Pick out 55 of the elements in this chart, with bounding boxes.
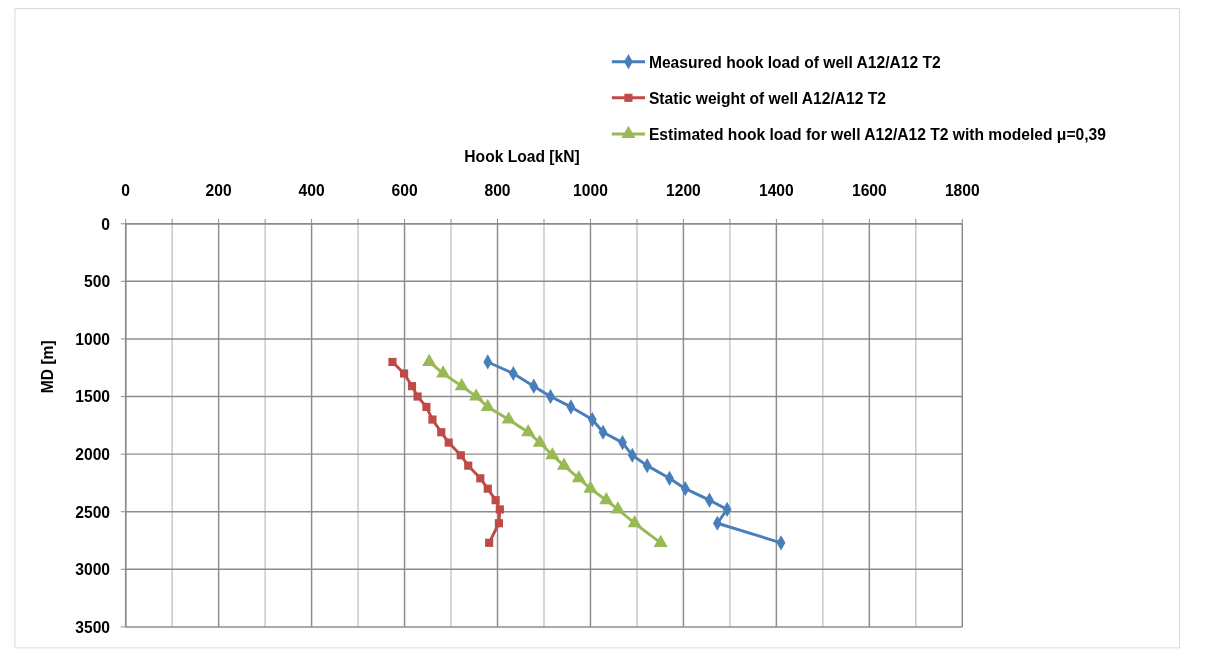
legend-label: Static weight of well A12/A12 T2: [648, 89, 887, 107]
point: [454, 378, 469, 391]
y-tick-label: 2500: [75, 503, 111, 521]
y-tick-label: 3000: [75, 561, 111, 579]
point: [571, 470, 586, 483]
x-tick-label: 0: [121, 182, 131, 200]
point: [653, 534, 668, 547]
x-tick-label: 200: [205, 182, 232, 200]
y-tick-label: 2000: [75, 445, 111, 463]
x-tick-label: 1000: [573, 182, 609, 200]
point: [428, 415, 437, 424]
x-tick-label: 1200: [666, 182, 702, 200]
x-tick-label: 400: [298, 182, 325, 200]
point: [494, 519, 503, 528]
point: [422, 353, 437, 367]
point: [532, 434, 547, 447]
point: [483, 484, 492, 493]
point: [444, 438, 453, 447]
point: [413, 392, 422, 401]
point: [407, 382, 417, 391]
point: [501, 411, 516, 424]
point: [495, 505, 504, 514]
point: [456, 451, 465, 460]
point: [485, 538, 494, 547]
point: [545, 447, 560, 460]
point: [437, 428, 446, 437]
point: [583, 480, 598, 493]
point: [599, 492, 614, 505]
x-tick-label: 1400: [759, 182, 795, 200]
y-tick-label: 500: [84, 273, 111, 291]
point: [556, 457, 572, 470]
legend-label: Estimated hook load for well A12/A12 T2 with modeled μ=0,39: [648, 125, 1107, 143]
point: [436, 365, 451, 378]
x-tick-label: 800: [484, 182, 511, 200]
y-tick-label: 1500: [75, 388, 111, 406]
point: [388, 357, 397, 367]
y-tick-label: 1000: [75, 330, 111, 348]
point: [400, 369, 409, 378]
point: [610, 501, 625, 514]
legend-label: Measured hook load of well A12/A12 T2: [648, 53, 941, 71]
y-axis-title: MD [m]: [39, 340, 57, 394]
point: [521, 424, 536, 437]
x-axis-title: Hook Load [kN]: [464, 148, 580, 166]
point: [627, 515, 642, 528]
x-tick-label: 600: [391, 182, 418, 200]
point: [480, 398, 495, 411]
point: [491, 496, 500, 505]
y-tick-label: 0: [101, 215, 111, 233]
point: [476, 474, 485, 483]
point: [469, 388, 484, 401]
y-tick-label: 3500: [75, 618, 111, 636]
x-tick-label: 1600: [851, 182, 888, 200]
point: [422, 402, 431, 411]
point: [464, 461, 473, 470]
x-tick-label: 1800: [944, 182, 980, 200]
